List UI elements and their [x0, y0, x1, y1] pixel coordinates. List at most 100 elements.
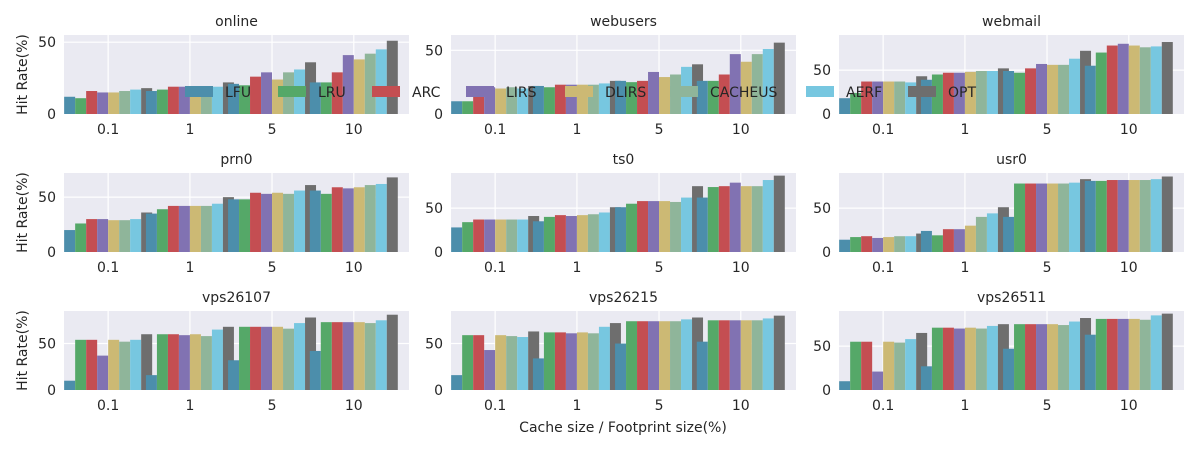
bar-webusers-1-LRU	[543, 87, 555, 114]
bar-webusers-10-CACHEUS	[751, 54, 763, 114]
y-tick-label: 0	[47, 383, 56, 399]
bar-webusers-5-LFU	[615, 80, 627, 114]
bar-online-0.1-AERF	[130, 89, 142, 114]
x-tick-label: 5	[1043, 260, 1052, 276]
bar-prn0-0.1-LRU	[75, 223, 87, 252]
bar-webmail-5-ARC	[1025, 68, 1037, 114]
bar-vps26511-0.1-DLIRS	[883, 341, 895, 390]
bar-webmail-0.1-LFU	[839, 98, 851, 114]
bar-vps26511-5-LRU	[1014, 324, 1026, 390]
bar-vps26107-0.1-ARC	[86, 339, 98, 390]
bar-webusers-5-LRU	[626, 82, 638, 114]
bar-ts0-5-ARC	[637, 201, 649, 252]
x-tick-label: 10	[1120, 122, 1138, 138]
x-tick-label: 1	[572, 398, 581, 414]
bar-usr0-0.1-CACHEUS	[894, 236, 906, 252]
bar-ts0-5-CACHEUS	[670, 201, 682, 252]
bar-vps26215-10-OPT	[773, 315, 785, 390]
bar-vps26215-5-LRU	[626, 321, 638, 390]
bar-usr0-1-LFU	[920, 230, 932, 252]
y-tick-label: 0	[434, 107, 443, 123]
bar-ts0-1-LRU	[543, 216, 555, 252]
bar-online-10-LFU	[309, 82, 321, 114]
legend-item-lirs: LIRS	[466, 85, 537, 101]
bar-usr0-10-DLIRS	[1128, 180, 1140, 252]
y-tick-label: 50	[813, 339, 831, 355]
bar-vps26107-0.1-LFU	[64, 380, 76, 390]
bar-webmail-0.1-DLIRS	[883, 81, 895, 114]
bar-usr0-10-LRU	[1095, 180, 1107, 252]
legend-label: DLIRS	[605, 85, 646, 101]
y-tick-label: 50	[813, 201, 831, 217]
bar-vps26215-5-ARC	[637, 321, 649, 390]
bar-vps26107-0.1-CACHEUS	[119, 341, 131, 390]
bar-ts0-1-CACHEUS	[587, 214, 599, 252]
bar-usr0-1-ARC	[942, 229, 954, 252]
bar-prn0-0.1-LFU	[64, 230, 76, 252]
bar-webusers-10-LFU	[696, 80, 708, 114]
bar-vps26215-1-LFU	[532, 358, 544, 390]
bar-vps26107-10-LRU	[320, 322, 332, 390]
bar-vps26107-0.1-LIRS	[97, 355, 109, 390]
bar-usr0-1-DLIRS	[964, 225, 976, 252]
bar-vps26215-1-AERF	[598, 326, 610, 390]
bar-ts0-10-AERF	[762, 180, 774, 252]
y-axis-label: Hit Rate(%)	[15, 34, 31, 115]
bar-ts0-5-DLIRS	[659, 201, 671, 252]
bar-usr0-0.1-LIRS	[872, 237, 884, 252]
bar-ts0-10-OPT	[773, 175, 785, 252]
bar-usr0-5-CACHEUS	[1058, 183, 1070, 252]
bar-usr0-0.1-LRU	[850, 237, 862, 252]
bar-vps26215-5-LFU	[615, 343, 627, 390]
bar-usr0-5-AERF	[1069, 182, 1081, 252]
bar-webmail-5-LIRS	[1036, 63, 1048, 114]
bar-ts0-10-CACHEUS	[751, 186, 763, 252]
bar-vps26107-1-CACHEUS	[200, 336, 212, 390]
bar-webmail-0.1-CACHEUS	[894, 81, 906, 114]
bar-prn0-5-AERF	[294, 190, 306, 252]
bar-vps26215-0.1-ARC	[473, 335, 485, 390]
legend-label: LIRS	[506, 85, 537, 101]
bar-webusers-5-ARC	[637, 80, 649, 114]
x-tick-label: 5	[1043, 122, 1052, 138]
bar-usr0-10-LIRS	[1117, 180, 1129, 252]
legend-label: AERF	[846, 85, 882, 101]
bar-vps26215-10-LRU	[707, 320, 719, 390]
bar-webusers-0.1-LIRS	[484, 87, 496, 114]
bar-vps26215-10-DLIRS	[740, 320, 752, 390]
bar-webmail-1-AERF	[986, 70, 998, 114]
bar-vps26107-10-CACHEUS	[364, 323, 376, 390]
bar-usr0-0.1-AERF	[905, 236, 917, 252]
bar-vps26511-1-LFU	[920, 366, 932, 390]
bar-vps26215-0.1-LRU	[462, 335, 474, 390]
bar-vps26215-1-LIRS	[565, 333, 577, 390]
bar-online-10-LIRS	[342, 55, 354, 114]
bar-webmail-1-ARC	[942, 72, 954, 114]
bar-vps26215-1-ARC	[554, 332, 566, 390]
bar-usr0-1-LRU	[931, 235, 943, 252]
bar-vps26215-0.1-LIRS	[484, 350, 496, 390]
bar-vps26215-5-CACHEUS	[670, 321, 682, 390]
bar-prn0-10-CACHEUS	[364, 185, 376, 252]
bar-vps26215-1-DLIRS	[576, 332, 588, 390]
x-tick-label: 1	[960, 260, 969, 276]
x-tick-label: 1	[185, 122, 194, 138]
bar-online-5-ARC	[250, 76, 262, 114]
legend-item-dlirs: DLIRS	[565, 85, 646, 101]
y-tick-label: 50	[38, 35, 56, 51]
bar-vps26107-1-LRU	[156, 334, 168, 390]
x-tick-label: 1	[185, 398, 194, 414]
panel-title: online	[215, 14, 258, 30]
y-tick-label: 0	[47, 107, 56, 123]
bar-prn0-10-OPT	[386, 177, 398, 252]
bar-webusers-1-AERF	[598, 83, 610, 114]
panel-title: webusers	[590, 14, 657, 30]
bar-prn0-10-LFU	[309, 190, 321, 252]
legend-label: LRU	[318, 85, 346, 101]
bar-vps26511-1-LRU	[931, 327, 943, 390]
x-axis-label: Cache size / Footprint size(%)	[519, 420, 727, 436]
bar-prn0-5-LRU	[239, 199, 251, 252]
y-tick-label: 0	[434, 383, 443, 399]
